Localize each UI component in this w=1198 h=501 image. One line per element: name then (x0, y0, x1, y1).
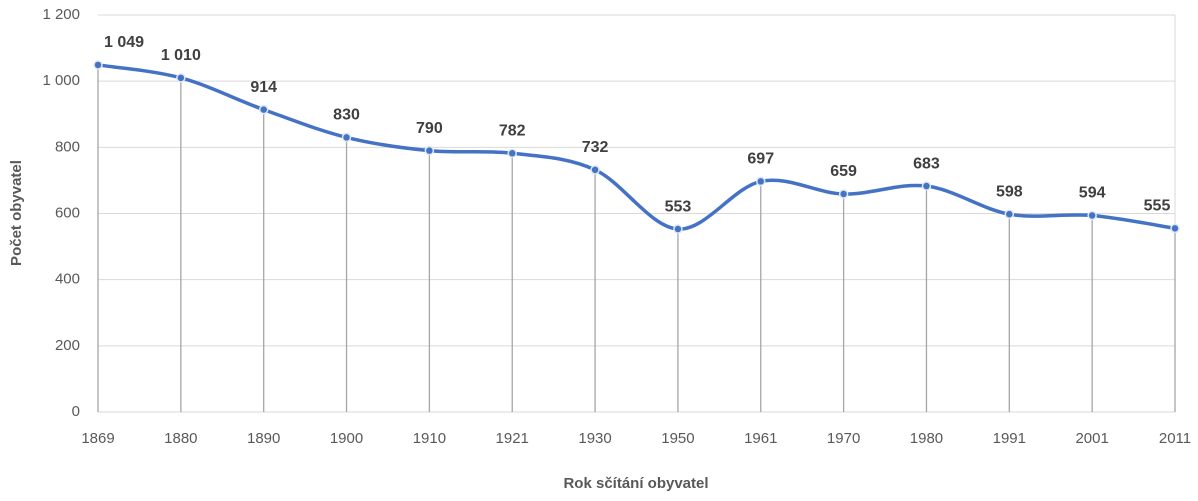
value-label: 790 (416, 120, 443, 137)
value-label: 598 (996, 183, 1023, 200)
marker (507, 148, 517, 159)
marker (590, 165, 600, 175)
value-label: 1 010 (161, 47, 201, 64)
marker (838, 189, 849, 199)
marker (673, 224, 683, 234)
value-label: 683 (913, 155, 940, 172)
y-tick-label: 600 (55, 204, 80, 221)
x-tick-label: 1991 (993, 430, 1026, 447)
x-tick-label: 1869 (81, 430, 114, 447)
value-label: 1 049 (104, 34, 144, 51)
marker (756, 176, 766, 187)
y-tick-label: 1 200 (42, 6, 80, 23)
x-tick-label: 2001 (1075, 430, 1108, 447)
marker (341, 132, 352, 143)
x-tick-label: 1950 (661, 430, 694, 447)
value-label: 697 (747, 151, 774, 168)
y-tick-label: 1 000 (42, 72, 80, 89)
value-label: 914 (250, 79, 277, 96)
y-axis-title: Počet obyvatel (8, 160, 25, 266)
value-label: 732 (582, 139, 609, 156)
y-tick-label: 400 (55, 271, 80, 288)
marker (1170, 223, 1180, 234)
x-tick-label: 1980 (910, 430, 943, 447)
x-tick-label: 2011 (1159, 430, 1191, 447)
value-label: 782 (499, 123, 526, 140)
marker (1087, 210, 1097, 221)
value-label: 553 (665, 198, 692, 215)
x-tick-label: 1900 (330, 430, 363, 447)
marker (1004, 209, 1015, 219)
x-tick-label: 1961 (744, 430, 777, 447)
marker (176, 73, 186, 83)
x-tick-label: 1910 (413, 430, 446, 447)
marker (258, 104, 269, 115)
x-tick-label: 1970 (827, 430, 860, 447)
y-tick-label: 200 (55, 337, 80, 354)
x-tick-label: 1930 (578, 430, 611, 447)
value-label: 830 (333, 107, 360, 124)
x-tick-label: 1880 (164, 430, 197, 447)
marker (93, 60, 103, 70)
value-label: 594 (1079, 185, 1106, 202)
x-tick-label: 1890 (247, 430, 280, 447)
y-tick-label: 800 (55, 138, 80, 155)
value-label: 659 (830, 163, 857, 180)
marker (424, 145, 435, 156)
y-tick-label: 0 (72, 403, 80, 420)
x-tick-label: 1921 (496, 430, 529, 447)
data-line (96, 63, 1177, 231)
x-axis-title: Rok sčítání obyvatel (563, 475, 708, 492)
marker (921, 181, 932, 191)
value-label: 555 (1144, 198, 1171, 215)
